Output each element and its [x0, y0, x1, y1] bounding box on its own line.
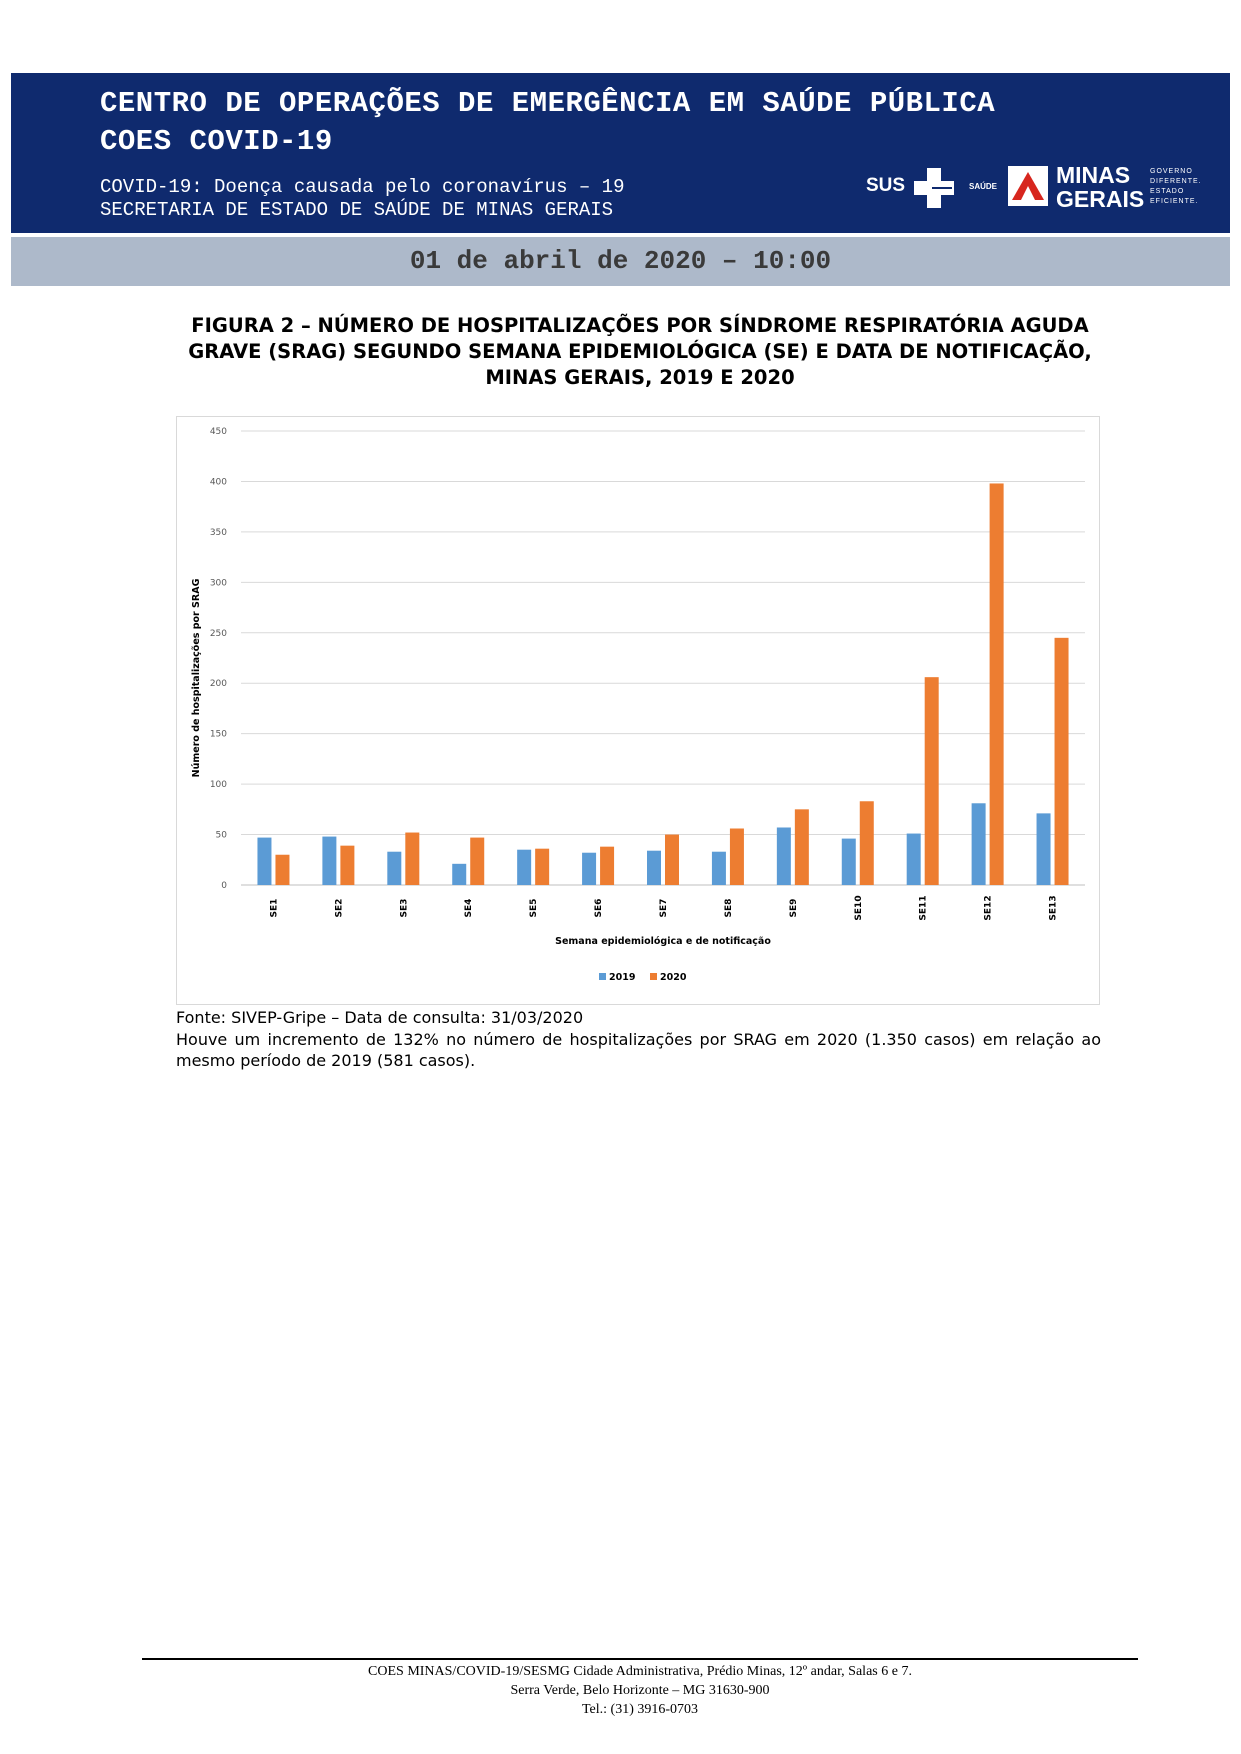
- bar-2020-SE5: [535, 848, 550, 885]
- bar-2020-SE7: [665, 834, 679, 885]
- x-tick-label: SE13: [1049, 895, 1059, 920]
- estado-line: ESTADO: [1150, 188, 1185, 195]
- y-axis-label: Número de hospitalizações por SRAG: [191, 578, 202, 777]
- x-tick-label: SE9: [789, 899, 799, 918]
- gerais-text: GERAIS: [1056, 186, 1145, 212]
- logos-area: SUS SAÚDE MINAS GERAIS GOVERNO DIFERENTE…: [866, 163, 1206, 213]
- bar-2020-SE12: [989, 483, 1004, 885]
- x-tick-label: SE8: [724, 899, 734, 918]
- x-tick-label: SE12: [984, 895, 994, 920]
- footer-divider: [142, 1658, 1138, 1660]
- x-tick-label: SE1: [269, 899, 279, 918]
- bar-2019-SE8: [711, 851, 726, 885]
- figure-title-line1: FIGURA 2 – NÚMERO DE HOSPITALIZAÇÕES POR…: [191, 314, 1089, 337]
- bar-2019-SE2: [322, 836, 337, 885]
- legend-label-2019: 2019: [609, 972, 635, 983]
- x-tick-label: SE10: [854, 895, 864, 920]
- x-tick-label: SE5: [529, 899, 539, 918]
- bar-2019-SE1: [257, 837, 272, 885]
- diferente-line: DIFERENTE.: [1150, 178, 1202, 185]
- y-tick-label: 200: [210, 679, 227, 689]
- minas-gerais-logo-text: MINAS GERAIS: [1056, 163, 1144, 211]
- bar-2019-SE4: [452, 863, 467, 885]
- sus-cross-icon: [914, 168, 954, 208]
- report-header: CENTRO DE OPERAÇÕES DE EMERGÊNCIA EM SAÚ…: [11, 73, 1230, 233]
- legend-swatch-2019: [599, 973, 606, 980]
- x-tick-label: SE4: [464, 899, 474, 918]
- x-tick-label: SE7: [659, 899, 669, 918]
- x-tick-label: SE3: [399, 899, 409, 918]
- header-subtitle: COVID-19: Doença causada pelo coronavíru…: [100, 176, 625, 222]
- figure-title-line2: GRAVE (SRAG) SEGUNDO SEMANA EPIDEMIOLÓGI…: [188, 340, 1092, 363]
- legend-swatch-2020: [650, 973, 657, 980]
- bar-2020-SE9: [794, 809, 809, 885]
- bar-2020-SE11: [924, 677, 939, 885]
- legend-label-2020: 2020: [660, 972, 687, 983]
- footer: COES MINAS/COVID-19/SESMG Cidade Adminis…: [142, 1662, 1138, 1719]
- y-tick-label: 400: [210, 477, 227, 487]
- y-tick-label: 350: [210, 528, 227, 538]
- figure-title-line3: MINAS GERAIS, 2019 E 2020: [485, 366, 795, 389]
- source-text: Fonte: SIVEP-Gripe – Data de consulta: 3…: [176, 1008, 584, 1027]
- bar-2020-SE10: [859, 801, 874, 885]
- sus-logo-text: SUS: [866, 175, 906, 196]
- saude-logo-text: SAÚDE: [969, 182, 998, 191]
- header-title-line2: COES COVID-19: [100, 125, 333, 158]
- bar-2019-SE11: [906, 833, 921, 885]
- footer-line1: COES MINAS/COVID-19/SESMG Cidade Adminis…: [368, 1664, 912, 1679]
- y-tick-label: 250: [210, 629, 227, 639]
- x-axis-label: Semana epidemiológica e de notificação: [555, 936, 771, 947]
- bar-2020-SE6: [600, 846, 615, 885]
- bar-2019-SE5: [517, 849, 532, 885]
- bar-2020-SE1: [275, 854, 290, 885]
- bar-2020-SE2: [340, 845, 355, 885]
- date-bar: 01 de abril de 2020 – 10:00: [11, 237, 1230, 286]
- footer-line3: Tel.: (31) 3916-0703: [581, 1702, 699, 1717]
- y-tick-label: 50: [216, 831, 228, 841]
- minas-gerais-logo-icon: [1008, 166, 1048, 206]
- header-title: CENTRO DE OPERAÇÕES DE EMERGÊNCIA EM SAÚ…: [100, 85, 995, 161]
- y-tick-label: 100: [210, 780, 227, 790]
- bar-2020-SE8: [729, 828, 744, 885]
- y-tick-label: 450: [210, 427, 227, 437]
- bar-2019-SE9: [776, 827, 791, 885]
- x-tick-label: SE11: [919, 895, 929, 920]
- y-tick-label: 300: [210, 578, 227, 588]
- header-subtitle-line2: SECRETARIA DE ESTADO DE SAÚDE DE MINAS G…: [100, 199, 614, 221]
- x-tick-label: SE6: [594, 899, 604, 918]
- report-date: 01 de abril de 2020 – 10:00: [409, 246, 832, 276]
- governo-slogan: GOVERNO DIFERENTE. ESTADO EFICIENTE.: [1150, 167, 1202, 207]
- note-text: Houve um incremento de 132% no número de…: [176, 1030, 1101, 1070]
- figure-title: FIGURA 2 – NÚMERO DE HOSPITALIZAÇÕES POR…: [150, 313, 1130, 391]
- bar-2019-SE10: [841, 838, 856, 885]
- minas-text: MINAS: [1056, 162, 1131, 188]
- governo-line: GOVERNO: [1150, 168, 1193, 175]
- footer-line2: Serra Verde, Belo Horizonte – MG 31630-9…: [510, 1683, 770, 1698]
- y-tick-label: 0: [221, 881, 227, 891]
- chart-frame: 0 50 100 150 200 250 300 350 400 450 SE1 SE2 SE3 SE4 S…: [176, 416, 1100, 1005]
- header-title-line1: CENTRO DE OPERAÇÕES DE EMERGÊNCIA EM SAÚ…: [100, 87, 996, 120]
- bar-2019-SE13: [1036, 813, 1051, 885]
- x-tick-label: SE2: [334, 899, 344, 918]
- bar-2019-SE3: [387, 851, 402, 885]
- bar-2020-SE13: [1054, 637, 1069, 885]
- bar-2020-SE4: [470, 837, 485, 885]
- bar-2019-SE6: [582, 852, 597, 885]
- y-tick-label: 150: [210, 730, 227, 740]
- bar-2019-SE7: [647, 850, 661, 885]
- header-subtitle-line1: COVID-19: Doença causada pelo coronavíru…: [100, 176, 625, 198]
- eficiente-line: EFICIENTE.: [1150, 198, 1199, 205]
- bar-2020-SE3: [405, 832, 420, 885]
- bar-2019-SE12: [971, 803, 986, 885]
- bar-chart: 0 50 100 150 200 250 300 350 400 450 SE1 SE2 SE3 SE4 S…: [191, 427, 1085, 983]
